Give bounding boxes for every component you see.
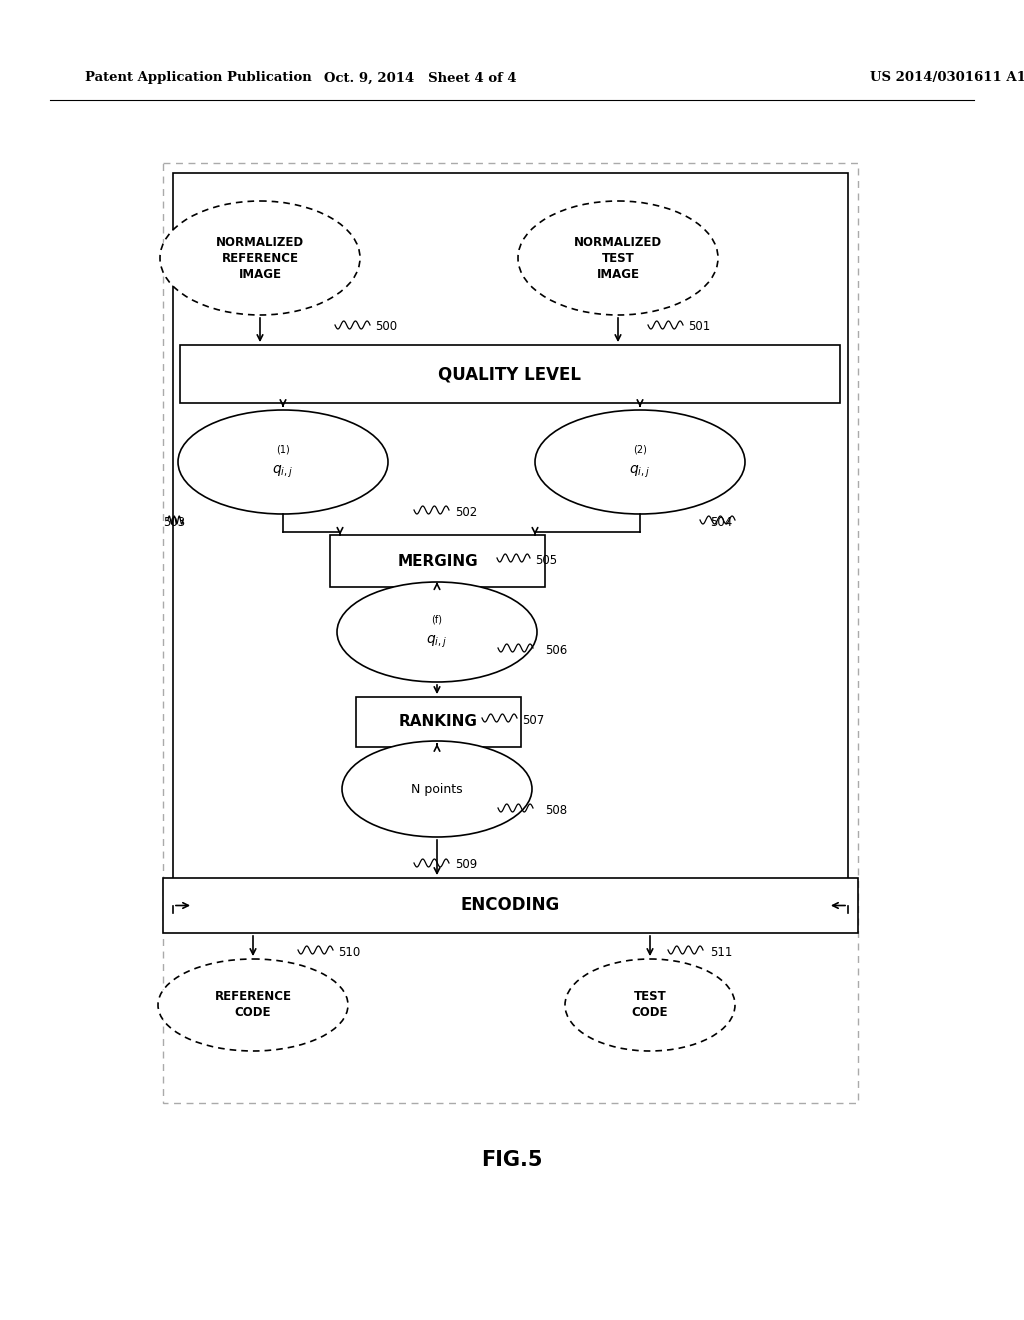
- FancyBboxPatch shape: [163, 878, 858, 933]
- Text: REFERENCE
CODE: REFERENCE CODE: [214, 990, 292, 1019]
- Text: 505: 505: [535, 553, 557, 566]
- Text: 501: 501: [688, 321, 711, 334]
- Text: NORMALIZED
TEST
IMAGE: NORMALIZED TEST IMAGE: [573, 235, 663, 281]
- Text: RANKING: RANKING: [399, 714, 478, 730]
- Text: NORMALIZED
REFERENCE
IMAGE: NORMALIZED REFERENCE IMAGE: [216, 235, 304, 281]
- Ellipse shape: [158, 960, 348, 1051]
- Text: $q_{i,j}$: $q_{i,j}$: [272, 463, 294, 480]
- Text: MERGING: MERGING: [397, 553, 478, 569]
- Ellipse shape: [337, 582, 537, 682]
- Ellipse shape: [342, 741, 532, 837]
- Text: 508: 508: [545, 804, 567, 817]
- Text: $q_{i,j}$: $q_{i,j}$: [630, 463, 650, 480]
- Text: (2): (2): [633, 445, 647, 455]
- Text: TEST
CODE: TEST CODE: [632, 990, 669, 1019]
- Text: 502: 502: [455, 506, 477, 519]
- Text: 511: 511: [710, 945, 732, 958]
- Text: QUALITY LEVEL: QUALITY LEVEL: [438, 366, 582, 383]
- Ellipse shape: [535, 411, 745, 513]
- Text: Patent Application Publication: Patent Application Publication: [85, 71, 311, 84]
- Text: 504: 504: [710, 516, 732, 528]
- Text: FIG.5: FIG.5: [481, 1150, 543, 1170]
- Ellipse shape: [518, 201, 718, 315]
- Text: 506: 506: [545, 644, 567, 656]
- Ellipse shape: [178, 411, 388, 513]
- Text: 510: 510: [338, 945, 360, 958]
- Ellipse shape: [160, 201, 360, 315]
- Text: ENCODING: ENCODING: [461, 896, 560, 915]
- Text: N points: N points: [412, 783, 463, 796]
- FancyBboxPatch shape: [180, 345, 840, 403]
- FancyBboxPatch shape: [330, 535, 545, 587]
- FancyBboxPatch shape: [356, 697, 521, 747]
- Text: 503: 503: [163, 516, 185, 528]
- Text: 509: 509: [455, 858, 477, 871]
- Text: $q_{i,j}$: $q_{i,j}$: [426, 634, 447, 651]
- Text: Oct. 9, 2014   Sheet 4 of 4: Oct. 9, 2014 Sheet 4 of 4: [324, 71, 516, 84]
- Text: (f): (f): [431, 615, 442, 624]
- Text: 500: 500: [375, 321, 397, 334]
- Text: (1): (1): [276, 445, 290, 455]
- Text: 507: 507: [522, 714, 544, 726]
- Text: US 2014/0301611 A1: US 2014/0301611 A1: [870, 71, 1024, 84]
- Ellipse shape: [565, 960, 735, 1051]
